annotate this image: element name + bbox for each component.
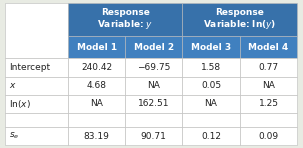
Bar <box>68 113 125 127</box>
Bar <box>68 36 125 58</box>
Bar <box>182 127 240 145</box>
Text: $s_e$: $s_e$ <box>9 131 19 141</box>
Text: −69.75: −69.75 <box>137 63 170 72</box>
Bar <box>182 36 240 58</box>
Bar <box>240 95 297 113</box>
Bar <box>240 77 297 95</box>
Text: 4.68: 4.68 <box>87 81 107 90</box>
Bar <box>68 77 125 95</box>
Bar <box>240 127 297 145</box>
Text: 1.58: 1.58 <box>201 63 221 72</box>
Bar <box>5 113 68 127</box>
Text: Model 3: Model 3 <box>191 43 231 52</box>
Text: 1.25: 1.25 <box>258 99 278 108</box>
Bar <box>125 127 182 145</box>
Bar <box>5 127 68 145</box>
Bar <box>5 95 68 113</box>
Text: NA: NA <box>90 99 103 108</box>
Text: 162.51: 162.51 <box>138 99 169 108</box>
Bar <box>5 77 68 95</box>
Text: 0.09: 0.09 <box>258 132 278 141</box>
Bar <box>240 36 297 58</box>
Bar <box>240 113 297 127</box>
Text: 0.77: 0.77 <box>258 63 278 72</box>
Bar <box>182 77 240 95</box>
Bar <box>68 95 125 113</box>
Bar <box>182 113 240 127</box>
Text: Model 4: Model 4 <box>248 43 289 52</box>
Text: Response
Variable: ln($y$): Response Variable: ln($y$) <box>203 8 276 31</box>
Text: 90.71: 90.71 <box>141 132 167 141</box>
Text: 0.12: 0.12 <box>201 132 221 141</box>
Bar <box>125 36 182 58</box>
Text: NA: NA <box>262 81 275 90</box>
Text: $x$: $x$ <box>9 81 17 90</box>
Bar <box>125 95 182 113</box>
Text: Intercept: Intercept <box>9 63 50 72</box>
Text: Response
Variable: $y$: Response Variable: $y$ <box>97 8 153 31</box>
Bar <box>125 58 182 77</box>
Bar <box>5 58 68 77</box>
Bar <box>182 58 240 77</box>
Bar <box>125 77 182 95</box>
Bar <box>68 127 125 145</box>
Text: NA: NA <box>147 81 160 90</box>
Bar <box>5 3 68 58</box>
Text: 83.19: 83.19 <box>84 132 110 141</box>
Text: 0.05: 0.05 <box>201 81 221 90</box>
Text: Model 2: Model 2 <box>134 43 174 52</box>
Text: ln($x$): ln($x$) <box>9 98 31 110</box>
Bar <box>182 95 240 113</box>
Text: 240.42: 240.42 <box>81 63 112 72</box>
Text: NA: NA <box>205 99 217 108</box>
Bar <box>68 3 182 36</box>
Bar <box>240 58 297 77</box>
Bar <box>125 113 182 127</box>
Bar <box>182 3 297 36</box>
Bar <box>68 58 125 77</box>
Text: Model 1: Model 1 <box>77 43 117 52</box>
